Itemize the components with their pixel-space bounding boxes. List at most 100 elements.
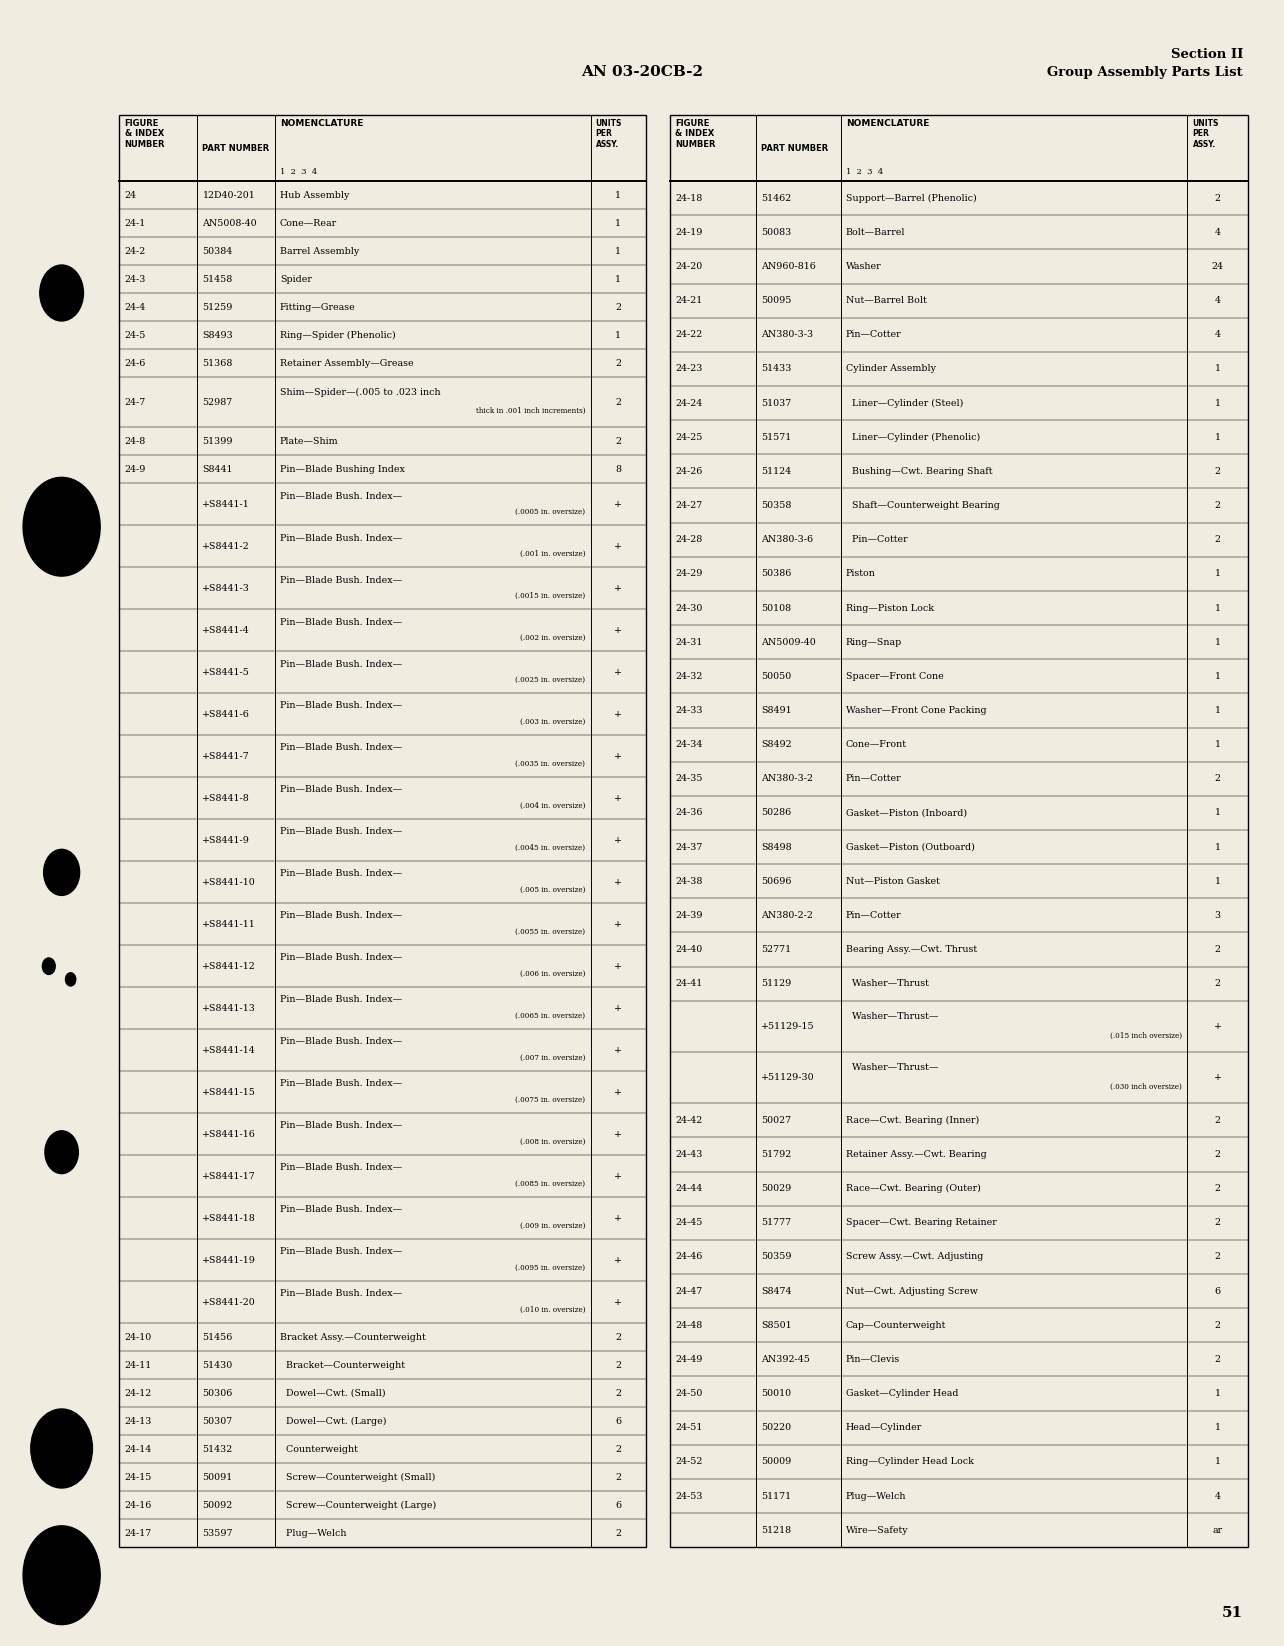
Text: PART NUMBER: PART NUMBER <box>203 143 270 153</box>
Text: 2: 2 <box>1215 1183 1221 1193</box>
Text: Pin—Blade Bush. Index—: Pin—Blade Bush. Index— <box>280 1080 402 1088</box>
Text: 1: 1 <box>1215 570 1221 578</box>
Text: (.002 in. oversize): (.002 in. oversize) <box>520 634 586 642</box>
Text: 1: 1 <box>1215 433 1221 441</box>
Bar <box>119 115 646 1547</box>
Text: 50009: 50009 <box>761 1457 791 1467</box>
Text: Head—Cylinder: Head—Cylinder <box>846 1424 922 1432</box>
Text: 2: 2 <box>615 1333 621 1341</box>
Text: Race—Cwt. Bearing (Outer): Race—Cwt. Bearing (Outer) <box>846 1183 981 1193</box>
Text: Bushing—Cwt. Bearing Shaft: Bushing—Cwt. Bearing Shaft <box>846 467 993 476</box>
Text: Bolt—Barrel: Bolt—Barrel <box>846 227 905 237</box>
Text: +S8441-2: +S8441-2 <box>203 542 250 551</box>
Text: Pin—Blade Bush. Index—: Pin—Blade Bush. Index— <box>280 1248 402 1256</box>
Text: Pin—Blade Bush. Index—: Pin—Blade Bush. Index— <box>280 785 402 795</box>
Text: (.004 in. oversize): (.004 in. oversize) <box>520 802 586 810</box>
Text: 2: 2 <box>1215 945 1221 955</box>
Text: 51571: 51571 <box>761 433 791 441</box>
Text: 1: 1 <box>615 219 621 227</box>
Text: +S8441-3: +S8441-3 <box>203 584 250 593</box>
Text: thick in .001 inch increments): thick in .001 inch increments) <box>476 407 586 415</box>
Text: 2: 2 <box>615 1473 621 1481</box>
Text: 1: 1 <box>1215 637 1221 647</box>
Text: AN5009-40: AN5009-40 <box>761 637 815 647</box>
Text: AN5008-40: AN5008-40 <box>203 219 257 227</box>
Text: FIGURE
& INDEX
NUMBER: FIGURE & INDEX NUMBER <box>125 119 166 150</box>
Text: 24-9: 24-9 <box>125 464 146 474</box>
Text: Pin—Cotter: Pin—Cotter <box>846 331 901 339</box>
Text: +S8441-16: +S8441-16 <box>203 1129 257 1139</box>
Text: Pin—Blade Bush. Index—: Pin—Blade Bush. Index— <box>280 617 402 627</box>
Text: Dowel—Cwt. (Large): Dowel—Cwt. (Large) <box>280 1417 386 1425</box>
Text: Pin—Blade Bush. Index—: Pin—Blade Bush. Index— <box>280 828 402 836</box>
Text: Liner—Cylinder (Steel): Liner—Cylinder (Steel) <box>846 398 963 408</box>
Text: AN392-45: AN392-45 <box>761 1355 810 1365</box>
Text: Pin—Clevis: Pin—Clevis <box>846 1355 900 1365</box>
Text: 1  2  3  4: 1 2 3 4 <box>280 168 317 176</box>
Text: +51129-15: +51129-15 <box>761 1022 814 1030</box>
Text: Plug—Welch: Plug—Welch <box>280 1529 347 1537</box>
Text: Pin—Blade Bush. Index—: Pin—Blade Bush. Index— <box>280 660 402 668</box>
Text: 50358: 50358 <box>761 500 791 510</box>
Circle shape <box>31 1409 92 1488</box>
Text: Nut—Barrel Bolt: Nut—Barrel Bolt <box>846 296 927 305</box>
Text: +S8441-5: +S8441-5 <box>203 668 250 677</box>
Text: S8493: S8493 <box>203 331 234 339</box>
Text: Washer: Washer <box>846 262 881 272</box>
Text: AN380-3-2: AN380-3-2 <box>761 774 813 783</box>
Text: Shim—Spider—(.005 to .023 inch: Shim—Spider—(.005 to .023 inch <box>280 387 440 397</box>
Text: 50108: 50108 <box>761 604 791 612</box>
Text: 24-41: 24-41 <box>675 979 702 988</box>
Text: +: + <box>614 920 623 928</box>
Text: Pin—Blade Bush. Index—: Pin—Blade Bush. Index— <box>280 1205 402 1215</box>
Text: 24-51: 24-51 <box>675 1424 702 1432</box>
Text: Pin—Blade Bush. Index—: Pin—Blade Bush. Index— <box>280 576 402 584</box>
Text: 24-31: 24-31 <box>675 637 702 647</box>
Text: +: + <box>614 625 623 635</box>
Text: 50386: 50386 <box>761 570 791 578</box>
Text: 24-23: 24-23 <box>675 364 702 374</box>
Text: Cap—Counterweight: Cap—Counterweight <box>846 1320 946 1330</box>
Text: 51458: 51458 <box>203 275 232 283</box>
Text: 51171: 51171 <box>761 1491 791 1501</box>
Text: 50384: 50384 <box>203 247 232 255</box>
Text: 24-21: 24-21 <box>675 296 702 305</box>
Text: 1: 1 <box>1215 706 1221 714</box>
Text: Pin—Blade Bushing Index: Pin—Blade Bushing Index <box>280 464 404 474</box>
Text: 24-12: 24-12 <box>125 1389 152 1397</box>
Text: Pin—Blade Bush. Index—: Pin—Blade Bush. Index— <box>280 869 402 879</box>
Circle shape <box>40 265 83 321</box>
Text: AN960-816: AN960-816 <box>761 262 815 272</box>
Text: 1: 1 <box>1215 1389 1221 1397</box>
Text: +S8441-13: +S8441-13 <box>203 1004 257 1012</box>
Text: 24-36: 24-36 <box>675 808 702 818</box>
Text: Pin—Blade Bush. Index—: Pin—Blade Bush. Index— <box>280 1164 402 1172</box>
Text: Liner—Cylinder (Phenolic): Liner—Cylinder (Phenolic) <box>846 433 980 441</box>
Text: 24-50: 24-50 <box>675 1389 702 1397</box>
Text: Screw—Counterweight (Small): Screw—Counterweight (Small) <box>280 1473 435 1481</box>
Text: AN380-3-6: AN380-3-6 <box>761 535 813 545</box>
Text: 50029: 50029 <box>761 1183 791 1193</box>
Text: 51399: 51399 <box>203 436 232 446</box>
Text: +: + <box>614 836 623 844</box>
Text: 51124: 51124 <box>761 467 791 476</box>
Text: Bracket Assy.—Counterweight: Bracket Assy.—Counterweight <box>280 1333 425 1341</box>
Text: +S8441-8: +S8441-8 <box>203 793 250 803</box>
Text: 24-3: 24-3 <box>125 275 146 283</box>
Text: 1: 1 <box>1215 1424 1221 1432</box>
Text: (.0085 in. oversize): (.0085 in. oversize) <box>515 1180 586 1188</box>
Text: 2: 2 <box>615 1529 621 1537</box>
Text: 51462: 51462 <box>761 194 791 202</box>
Text: 24-17: 24-17 <box>125 1529 152 1537</box>
Text: (.0065 in. oversize): (.0065 in. oversize) <box>515 1012 586 1021</box>
Text: (.005 in. oversize): (.005 in. oversize) <box>520 886 586 894</box>
Text: S8501: S8501 <box>761 1320 791 1330</box>
Text: +51129-30: +51129-30 <box>761 1073 814 1081</box>
Text: 1: 1 <box>1215 604 1221 612</box>
Text: 24-39: 24-39 <box>675 910 702 920</box>
Text: 50095: 50095 <box>761 296 791 305</box>
Text: 24-4: 24-4 <box>125 303 146 311</box>
Text: 2: 2 <box>1215 535 1221 545</box>
Circle shape <box>45 1131 78 1174</box>
Text: +S8441-18: +S8441-18 <box>203 1213 257 1223</box>
